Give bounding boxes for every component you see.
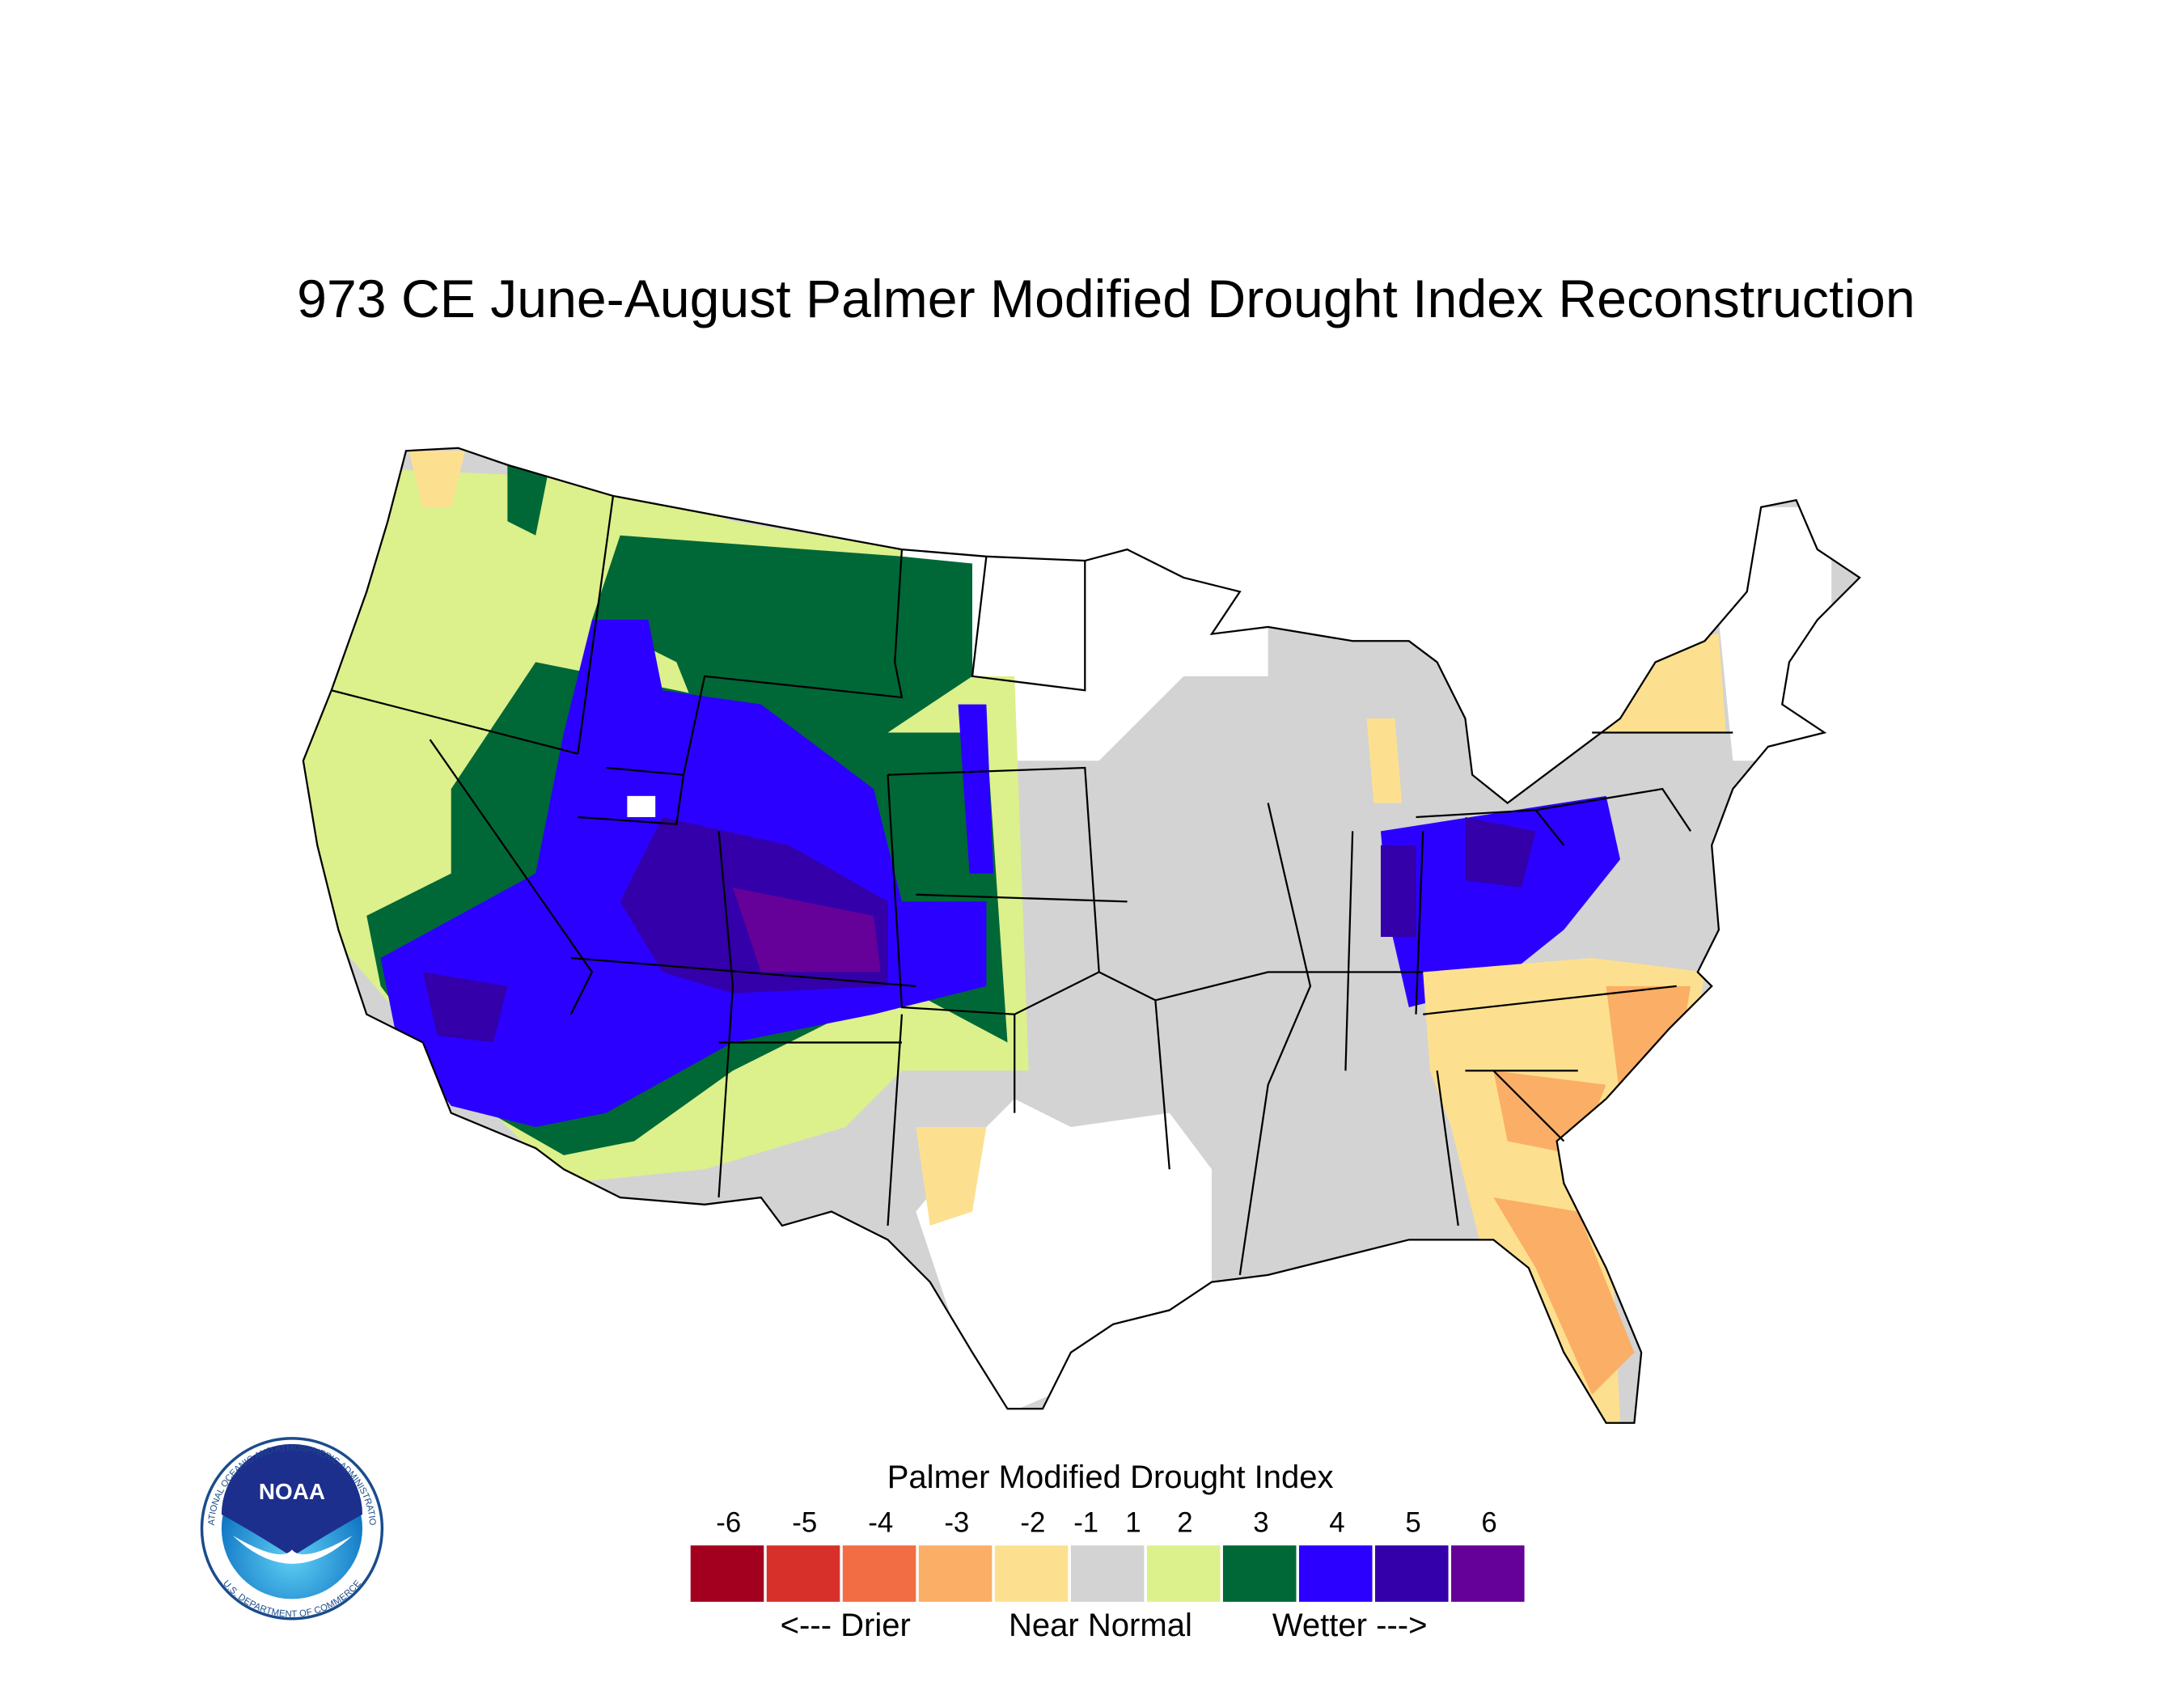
legend-tick-label: 2 (1177, 1506, 1192, 1538)
legend-tick-label: -5 (792, 1506, 817, 1538)
legend-swatch (766, 1545, 840, 1602)
legend: -6 -5 -4 -3 -2 -1 1 2 3 4 5 6 <--- Drier Near Normal W… (690, 1506, 1525, 1643)
extreme-wet-core (732, 888, 881, 972)
no-data-cell (627, 795, 656, 817)
legend-swatch (1222, 1545, 1297, 1602)
legend-caption: Wetter ---> (1272, 1608, 1428, 1643)
logo-bird (232, 1536, 353, 1564)
legend-swatch (1070, 1545, 1145, 1602)
legend-tick-label: -2 (1020, 1506, 1045, 1538)
state-borders (331, 495, 1733, 1276)
legend-swatch (918, 1545, 993, 1602)
logo-name: NOAA (259, 1479, 325, 1504)
legend-swatch (1451, 1545, 1525, 1602)
us-outline (302, 447, 1861, 1424)
legend-swatch (1375, 1545, 1449, 1602)
legend-tick-label: 6 (1481, 1506, 1496, 1538)
legend-swatch (994, 1545, 1069, 1602)
legend-swatch (842, 1545, 916, 1602)
legend-tick-label: 3 (1253, 1506, 1268, 1538)
legend-swatch (1146, 1545, 1221, 1602)
logo-sky (221, 1443, 363, 1557)
legend-tick-label: -1 (1073, 1506, 1098, 1538)
legend-caption: Near Normal (1009, 1608, 1192, 1643)
legend-caption: <--- Drier (781, 1608, 911, 1643)
legend-swatch (690, 1545, 764, 1602)
legend-tick-label: 1 (1125, 1506, 1141, 1538)
legend-title: Palmer Modified Drought Index (887, 1460, 1334, 1495)
extreme-wet-area (422, 816, 1536, 1043)
legend-swatch (1298, 1545, 1373, 1602)
legend-tick-label: -6 (716, 1506, 741, 1538)
legend-tick-label: 5 (1405, 1506, 1420, 1538)
drought-map (303, 447, 1860, 1423)
legend-tick-label: 4 (1329, 1506, 1344, 1538)
legend-tick-label: -4 (868, 1506, 893, 1538)
map-title: 973 CE June-August Palmer Modified Droug… (297, 269, 1915, 329)
legend-tick-label: -3 (944, 1506, 969, 1538)
very-wet-area (380, 620, 1620, 1128)
